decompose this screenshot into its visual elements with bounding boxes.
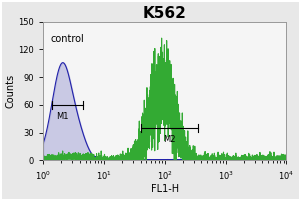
Text: control: control: [50, 34, 84, 44]
Text: M1: M1: [56, 112, 68, 121]
X-axis label: FL1-H: FL1-H: [151, 184, 179, 194]
Y-axis label: Counts: Counts: [6, 74, 16, 108]
Text: M2: M2: [163, 135, 175, 144]
Title: K562: K562: [143, 6, 187, 21]
